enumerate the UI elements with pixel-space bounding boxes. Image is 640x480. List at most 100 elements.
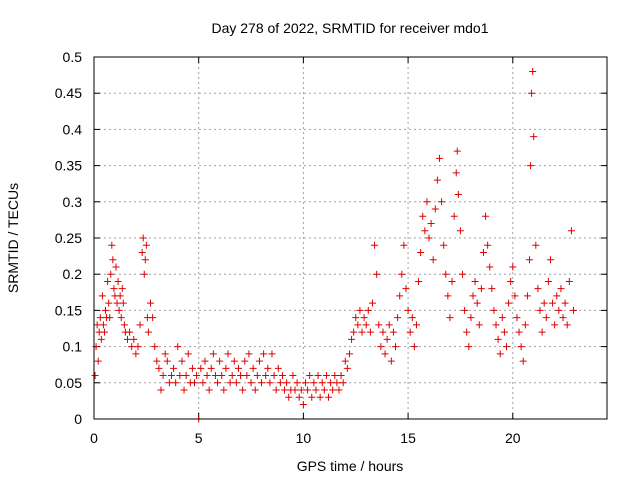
data-point (521, 321, 529, 329)
data-point (538, 328, 546, 336)
data-point (308, 393, 316, 401)
data-point (108, 241, 116, 249)
data-point (262, 372, 270, 380)
data-point (320, 386, 328, 394)
data-point (329, 386, 337, 394)
data-point (561, 299, 569, 307)
data-point (241, 357, 249, 365)
data-point (553, 292, 561, 300)
plot-frame (93, 56, 608, 420)
data-point (104, 277, 112, 285)
data-point (567, 227, 575, 235)
data-point (354, 321, 362, 329)
data-point (469, 292, 477, 300)
data-point (523, 292, 531, 300)
data-point (114, 277, 122, 285)
data-point (408, 314, 416, 322)
data-point (502, 343, 510, 351)
data-point (377, 343, 385, 351)
data-point (132, 350, 140, 358)
data-point (105, 299, 113, 307)
data-point (115, 306, 123, 314)
data-point (193, 372, 201, 380)
data-point (283, 379, 291, 387)
data-point (452, 169, 460, 177)
data-point (551, 321, 559, 329)
data-point (442, 270, 450, 278)
data-point (419, 212, 427, 220)
data-point (266, 379, 274, 387)
data-point (360, 314, 368, 322)
y-tick-label: 0.05 (55, 375, 82, 391)
y-tick-label: 0.1 (63, 339, 83, 355)
data-point (348, 335, 356, 343)
data-point (549, 299, 557, 307)
data-point (394, 314, 402, 322)
data-point (153, 357, 161, 365)
data-point (417, 248, 425, 256)
data-point (404, 306, 412, 314)
data-point (440, 241, 448, 249)
data-point (184, 350, 192, 358)
data-point (327, 379, 335, 387)
data-point (343, 364, 351, 372)
data-point (473, 299, 481, 307)
data-point (120, 321, 128, 329)
data-point (527, 162, 535, 170)
y-tick-label: 0.15 (55, 302, 82, 318)
data-point (331, 372, 339, 380)
data-point (494, 335, 502, 343)
data-point (142, 241, 150, 249)
data-point (165, 379, 173, 387)
data-point (191, 379, 199, 387)
data-point (188, 364, 196, 372)
x-tick-label: 0 (90, 430, 98, 446)
axis-ticks: 0 0.05 0.1 0.15 0.2 0.25 0.3 0.35 0.4 0.45 0.5 0 5 10… (55, 49, 607, 446)
data-point (253, 372, 261, 380)
data-point (316, 393, 324, 401)
y-tick-label: 0.5 (63, 49, 83, 65)
data-point (102, 306, 110, 314)
y-axis-label: SRMTID / TECUs (5, 183, 21, 293)
data-point (124, 335, 132, 343)
data-point (530, 133, 538, 141)
data-point (226, 379, 234, 387)
data-point (446, 314, 454, 322)
data-point (245, 350, 253, 358)
data-point (486, 263, 494, 271)
data-point (99, 321, 107, 329)
data-point (544, 277, 552, 285)
data-point (174, 343, 182, 351)
data-point (536, 306, 544, 314)
data-point (222, 364, 230, 372)
data-point (197, 364, 205, 372)
data-point (258, 379, 266, 387)
data-point (463, 328, 471, 336)
data-point (149, 314, 157, 322)
data-point (130, 335, 138, 343)
data-point (427, 220, 435, 228)
data-point (140, 270, 148, 278)
data-point (500, 328, 508, 336)
data-point (232, 379, 240, 387)
data-point (406, 328, 414, 336)
data-point (381, 350, 389, 358)
data-point (398, 270, 406, 278)
data-point (214, 379, 222, 387)
data-point (498, 314, 506, 322)
data-point (93, 321, 101, 329)
data-point (276, 379, 284, 387)
data-point (362, 321, 370, 329)
data-point (433, 176, 441, 184)
x-tick-label: 10 (296, 430, 312, 446)
data-point (264, 364, 272, 372)
data-point (116, 292, 124, 300)
data-point (389, 328, 397, 336)
data-point (322, 372, 330, 380)
data-point (431, 205, 439, 213)
data-point (375, 321, 383, 329)
data-point (306, 372, 314, 380)
data-point (312, 386, 320, 394)
data-point (249, 364, 257, 372)
data-point (278, 372, 286, 380)
